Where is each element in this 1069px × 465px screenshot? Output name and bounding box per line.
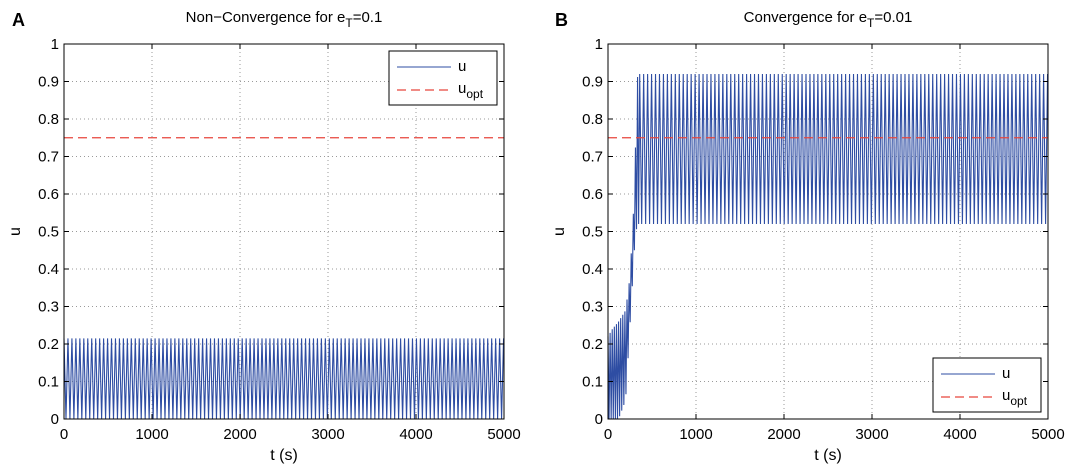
y-tick-label: 0.8 <box>582 111 603 128</box>
x-tick-label: 5000 <box>1031 426 1064 443</box>
y-tick-label: 0.6 <box>582 186 603 203</box>
chart-title-suffix: =0.01 <box>874 9 912 26</box>
chart-title-main: Non−Convergence for e <box>186 9 346 26</box>
chart-title-sub: T <box>345 16 353 30</box>
y-axis-label: u <box>551 227 568 236</box>
x-tick-label: 5000 <box>487 426 520 443</box>
y-tick-label: 0.3 <box>38 299 59 316</box>
chart-panel-b: 0 1000 2000 3000 4000 5000 0 0.1 0.2 0.3 0.4 0.5 0.6… <box>551 9 1065 464</box>
y-tick-label: 1 <box>51 36 59 53</box>
legend-label-u-opt-sub: opt <box>1010 394 1027 408</box>
ticks: 0 1000 2000 3000 4000 5000 0 0.1 0.2 0.3 0.4 0.5 0.6… <box>38 36 521 443</box>
x-tick-label: 2000 <box>767 426 800 443</box>
chart-title-main: Convergence for e <box>744 9 867 26</box>
x-tick-label: 1000 <box>135 426 168 443</box>
x-tick-label: 0 <box>604 426 612 443</box>
legend-label-u-opt-main: u <box>458 80 466 97</box>
y-tick-label: 0 <box>51 411 59 428</box>
y-tick-label: 0.7 <box>582 149 603 166</box>
y-tick-label: 0.1 <box>582 374 603 391</box>
y-tick-label: 0.9 <box>582 74 603 91</box>
legend-label-u-opt-main: u <box>1002 387 1010 404</box>
chart-panel-a: 0 1000 2000 3000 4000 5000 0 0.1 0.2 0.3 0.4 0.5 0.6… <box>7 9 521 464</box>
legend-label-u: u <box>458 58 466 75</box>
y-tick-label: 0.4 <box>582 261 603 278</box>
legend-label-u-main: u <box>458 58 466 75</box>
legend-label-u: u <box>1002 365 1010 382</box>
y-tick-label: 0.3 <box>582 299 603 316</box>
y-tick-label: 1 <box>595 36 603 53</box>
x-tick-label: 1000 <box>679 426 712 443</box>
x-tick-label: 3000 <box>855 426 888 443</box>
y-tick-label: 0.4 <box>38 261 59 278</box>
x-tick-label: 2000 <box>223 426 256 443</box>
legend-label-u-opt-sub: opt <box>466 87 483 101</box>
legend-box <box>932 357 1042 413</box>
x-axis-label: t (s) <box>814 447 842 464</box>
chart-title-suffix: =0.1 <box>353 9 383 26</box>
y-tick-label: 0.2 <box>38 336 59 353</box>
y-axis-label: u <box>7 227 24 236</box>
y-tick-label: 0.6 <box>38 186 59 203</box>
x-axis-label: t (s) <box>270 447 298 464</box>
y-tick-label: 0.1 <box>38 374 59 391</box>
x-tick-label: 3000 <box>311 426 344 443</box>
x-tick-label: 4000 <box>399 426 432 443</box>
ticks: 0 1000 2000 3000 4000 5000 0 0.1 0.2 0.3 0.4 0.5 0.6… <box>582 36 1065 443</box>
legend-label-u-opt: uopt <box>458 80 484 101</box>
legend-box <box>388 50 498 106</box>
legend-label-u-opt: uopt <box>1002 387 1028 408</box>
chart-title: Non−Convergence for eT=0.1 <box>186 9 383 30</box>
y-tick-label: 0 <box>595 411 603 428</box>
legend-label-u-main: u <box>1002 365 1010 382</box>
x-tick-label: 4000 <box>943 426 976 443</box>
panel-letter: B <box>555 10 568 30</box>
y-tick-label: 0.5 <box>582 224 603 241</box>
y-tick-label: 0.8 <box>38 111 59 128</box>
chart-title-sub: T <box>867 16 875 30</box>
y-tick-label: 0.5 <box>38 224 59 241</box>
y-tick-label: 0.9 <box>38 74 59 91</box>
panel-letter: A <box>12 10 25 30</box>
chart-title: Convergence for eT=0.01 <box>744 9 913 30</box>
x-tick-label: 0 <box>60 426 68 443</box>
y-tick-label: 0.7 <box>38 149 59 166</box>
series-u-line <box>607 73 1049 420</box>
y-tick-label: 0.2 <box>582 336 603 353</box>
